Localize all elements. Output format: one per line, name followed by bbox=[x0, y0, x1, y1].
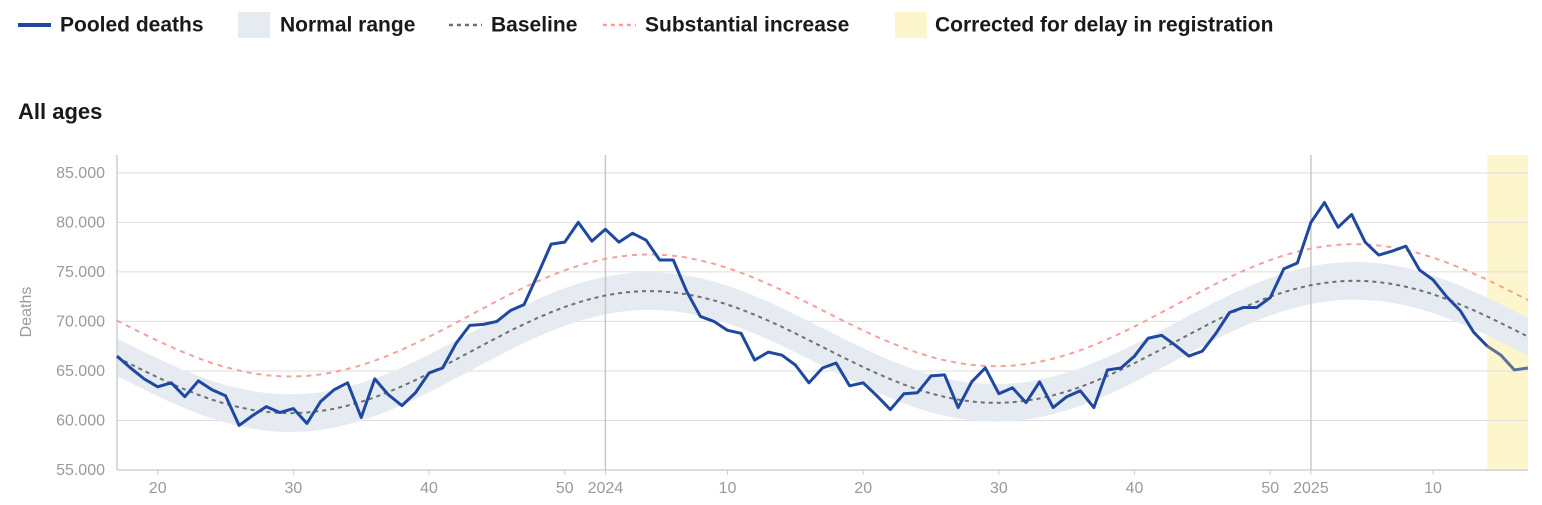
x-tick-label: 30 bbox=[990, 480, 1008, 497]
y-tick-label: 65.000 bbox=[56, 363, 105, 380]
x-tick-label: 50 bbox=[556, 480, 574, 497]
x-tick-label: 40 bbox=[420, 480, 438, 497]
x-tick-label: 10 bbox=[719, 480, 737, 497]
y-tick-label: 80.000 bbox=[56, 215, 105, 232]
normal-range bbox=[117, 261, 1528, 432]
y-tick-label: 55.000 bbox=[56, 462, 105, 479]
legend-label: Normal range bbox=[280, 14, 415, 37]
substantial-line bbox=[116, 243, 1529, 378]
x-tick-label: 40 bbox=[1126, 480, 1144, 497]
legend-label: Substantial increase bbox=[645, 14, 849, 37]
pooled-line bbox=[116, 201, 1489, 427]
legend-label: Pooled deaths bbox=[60, 14, 204, 37]
y-tick-label: 85.000 bbox=[56, 165, 105, 182]
y-tick-label: 60.000 bbox=[56, 413, 105, 430]
chart-title: All ages bbox=[18, 99, 102, 124]
x-tick-label: 30 bbox=[284, 480, 302, 497]
x-tick-label: 20 bbox=[854, 480, 872, 497]
y-axis-label: Deaths bbox=[18, 287, 35, 338]
x-tick-label: 50 bbox=[1261, 480, 1279, 497]
pooled-line-corrected bbox=[1486, 344, 1529, 372]
y-tick-label: 70.000 bbox=[56, 314, 105, 331]
legend-label: Baseline bbox=[491, 14, 577, 37]
legend-swatch bbox=[895, 12, 927, 38]
y-tick-label: 75.000 bbox=[56, 264, 105, 281]
legend-label: Corrected for delay in registration bbox=[935, 14, 1273, 37]
legend: Pooled deaths Normal range Baseline Subs… bbox=[18, 12, 1273, 38]
x-tick-label: 2024 bbox=[588, 480, 624, 497]
x-tick-label: 2025 bbox=[1293, 480, 1329, 497]
legend-swatch bbox=[238, 12, 270, 38]
x-tick-label: 20 bbox=[149, 480, 167, 497]
x-tick-label: 10 bbox=[1424, 480, 1442, 497]
